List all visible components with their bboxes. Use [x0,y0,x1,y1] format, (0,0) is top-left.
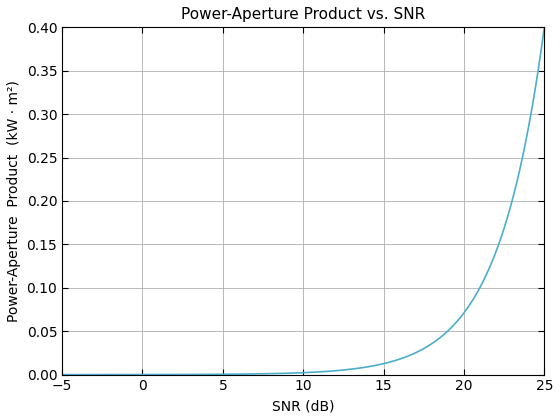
Y-axis label: Power-Aperture  Product  (kW · m²): Power-Aperture Product (kW · m²) [7,80,21,322]
X-axis label: SNR (dB): SNR (dB) [272,399,334,413]
Title: Power-Aperture Product vs. SNR: Power-Aperture Product vs. SNR [181,7,426,22]
